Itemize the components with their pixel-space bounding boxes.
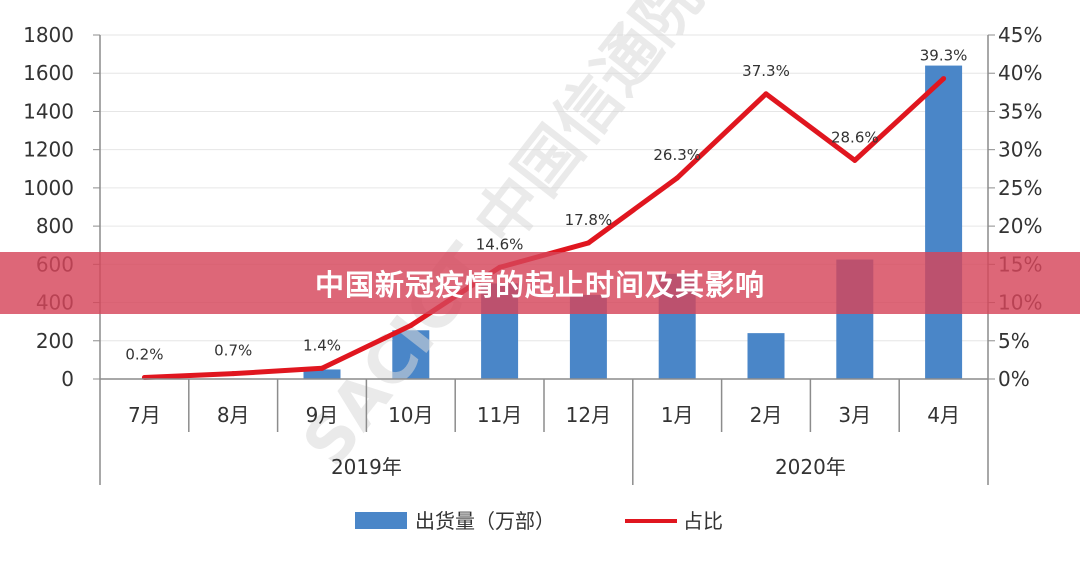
- left-tick-label: 1000: [23, 176, 74, 200]
- line-point: [585, 240, 591, 246]
- line-point: [230, 371, 236, 377]
- year-label: 2019年: [331, 455, 402, 479]
- left-axis-ticks: 020040060080010001200140016001800: [23, 23, 100, 391]
- category-label: 7月: [128, 403, 161, 427]
- right-tick-label: 35%: [998, 99, 1042, 123]
- category-label: 3月: [838, 403, 871, 427]
- left-tick-label: 1400: [23, 99, 74, 123]
- category-labels: 7月 8月 9月 10月 11月 12月 1月 2月 3月 4月: [128, 403, 960, 427]
- right-tick-label: 20%: [998, 214, 1042, 238]
- left-tick-label: 1800: [23, 23, 74, 47]
- right-tick-label: 0%: [998, 367, 1030, 391]
- bar: [392, 330, 430, 379]
- legend-bar-label: 出货量（万部）: [415, 509, 555, 533]
- bar: [303, 369, 341, 379]
- legend-bar-swatch: [355, 512, 407, 529]
- line-point: [941, 76, 947, 82]
- left-tick-label: 800: [36, 214, 74, 238]
- category-label: 10月: [388, 403, 433, 427]
- line-data-label: 26.3%: [653, 146, 701, 164]
- category-label: 11月: [477, 403, 522, 427]
- line-point: [408, 322, 414, 328]
- right-axis-ticks: 0%5%10%15%20%25%30%35%40%45%: [988, 23, 1042, 391]
- line-point: [763, 91, 769, 97]
- line-data-label: 37.3%: [742, 62, 790, 80]
- category-label: 2月: [750, 403, 783, 427]
- right-tick-label: 25%: [998, 176, 1042, 200]
- line-data-label: 39.3%: [920, 47, 968, 65]
- left-tick-label: 1200: [23, 138, 74, 162]
- title-banner: 中国新冠疫情的起止时间及其影响: [0, 252, 1080, 314]
- category-label: 1月: [661, 403, 694, 427]
- line-point: [319, 365, 325, 371]
- line-data-labels: 0.2% 0.7% 1.4% 14.6% 17.8% 26.3% 37.3% 28.6% 39.…: [125, 47, 967, 364]
- legend: 出货量（万部） 占比: [355, 509, 723, 533]
- left-tick-label: 1600: [23, 61, 74, 85]
- right-tick-label: 5%: [998, 329, 1030, 353]
- category-label: 12月: [566, 403, 611, 427]
- line-data-label: 28.6%: [831, 128, 879, 146]
- bar: [925, 65, 963, 380]
- banner-title: 中国新冠疫情的起止时间及其影响: [314, 268, 765, 302]
- category-label: 9月: [306, 403, 339, 427]
- line-point: [852, 157, 858, 163]
- left-tick-label: 0: [61, 367, 74, 391]
- line-data-label: 1.4%: [303, 336, 341, 354]
- line-data-label: 14.6%: [476, 235, 524, 253]
- right-tick-label: 30%: [998, 138, 1042, 162]
- line-data-label: 17.8%: [565, 211, 613, 229]
- year-labels: 2019年 2020年: [331, 455, 846, 479]
- line-data-label: 0.7%: [214, 342, 252, 360]
- axes: [99, 35, 989, 485]
- line-point: [674, 175, 680, 181]
- right-tick-label: 40%: [998, 61, 1042, 85]
- left-tick-label: 200: [36, 329, 74, 353]
- year-label: 2020年: [775, 455, 846, 479]
- legend-line-label: 占比: [683, 509, 723, 533]
- bar: [747, 333, 785, 379]
- category-label: 4月: [927, 403, 960, 427]
- line-data-label: 0.2%: [125, 345, 163, 363]
- right-tick-label: 45%: [998, 23, 1042, 47]
- category-label: 8月: [217, 403, 250, 427]
